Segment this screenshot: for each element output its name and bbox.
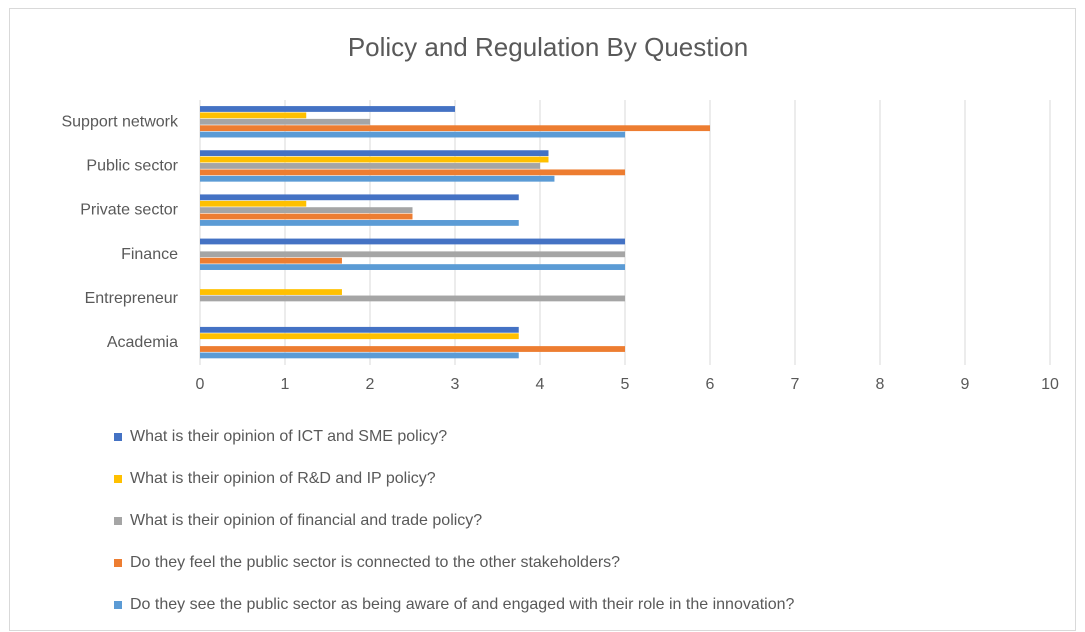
x-tick-label: 4 xyxy=(536,376,545,393)
bar xyxy=(200,150,549,157)
x-tick-label: 3 xyxy=(451,376,460,393)
bar xyxy=(200,289,342,295)
x-tick-label: 9 xyxy=(961,376,970,393)
bar xyxy=(200,175,555,182)
x-tick-label: 6 xyxy=(706,376,715,393)
legend-swatch xyxy=(114,517,122,525)
chart-frame xyxy=(9,8,1076,631)
legend-label: What is their opinion of R&D and IP poli… xyxy=(130,470,436,487)
x-tick-label: 10 xyxy=(1041,376,1059,393)
legend-label: Do they see the public sector as being a… xyxy=(130,596,795,613)
bar xyxy=(200,251,625,258)
bar xyxy=(200,352,519,359)
bar xyxy=(200,156,549,163)
bar xyxy=(200,125,710,132)
bar xyxy=(200,163,540,169)
x-tick-label: 1 xyxy=(281,376,290,393)
bar xyxy=(200,346,625,352)
bar xyxy=(200,326,519,333)
bar xyxy=(200,106,455,112)
bar xyxy=(200,169,625,176)
y-tick-label: Entrepreneur xyxy=(85,290,179,307)
y-tick-label: Private sector xyxy=(80,202,178,219)
legend-swatch xyxy=(114,559,122,567)
x-tick-label: 7 xyxy=(791,376,800,393)
legend-swatch xyxy=(114,475,122,483)
bar xyxy=(200,333,519,340)
x-tick-label: 0 xyxy=(196,376,205,393)
legend-label: What is their opinion of ICT and SME pol… xyxy=(130,428,447,445)
legend-swatch xyxy=(114,601,122,609)
bar xyxy=(200,213,413,220)
bar xyxy=(200,220,519,226)
bar xyxy=(200,118,370,125)
bar xyxy=(200,238,625,245)
y-tick-label: Public sector xyxy=(86,157,178,174)
x-tick-label: 8 xyxy=(876,376,885,393)
chart-title: Policy and Regulation By Question xyxy=(348,32,748,62)
y-tick-label: Finance xyxy=(121,246,178,263)
bar xyxy=(200,264,625,270)
legend-label: Do they feel the public sector is connec… xyxy=(130,554,620,571)
bar xyxy=(200,207,413,214)
x-tick-label: 5 xyxy=(621,376,630,393)
bar xyxy=(200,200,307,207)
bar xyxy=(200,131,625,138)
y-tick-label: Academia xyxy=(107,334,178,351)
bar xyxy=(200,295,625,302)
bar xyxy=(200,257,342,264)
bar xyxy=(200,112,307,119)
y-tick-label: Support network xyxy=(61,113,179,130)
x-tick-label: 2 xyxy=(366,376,375,393)
legend-swatch xyxy=(114,433,122,441)
bar xyxy=(200,194,519,201)
legend-label: What is their opinion of financial and t… xyxy=(130,512,482,529)
